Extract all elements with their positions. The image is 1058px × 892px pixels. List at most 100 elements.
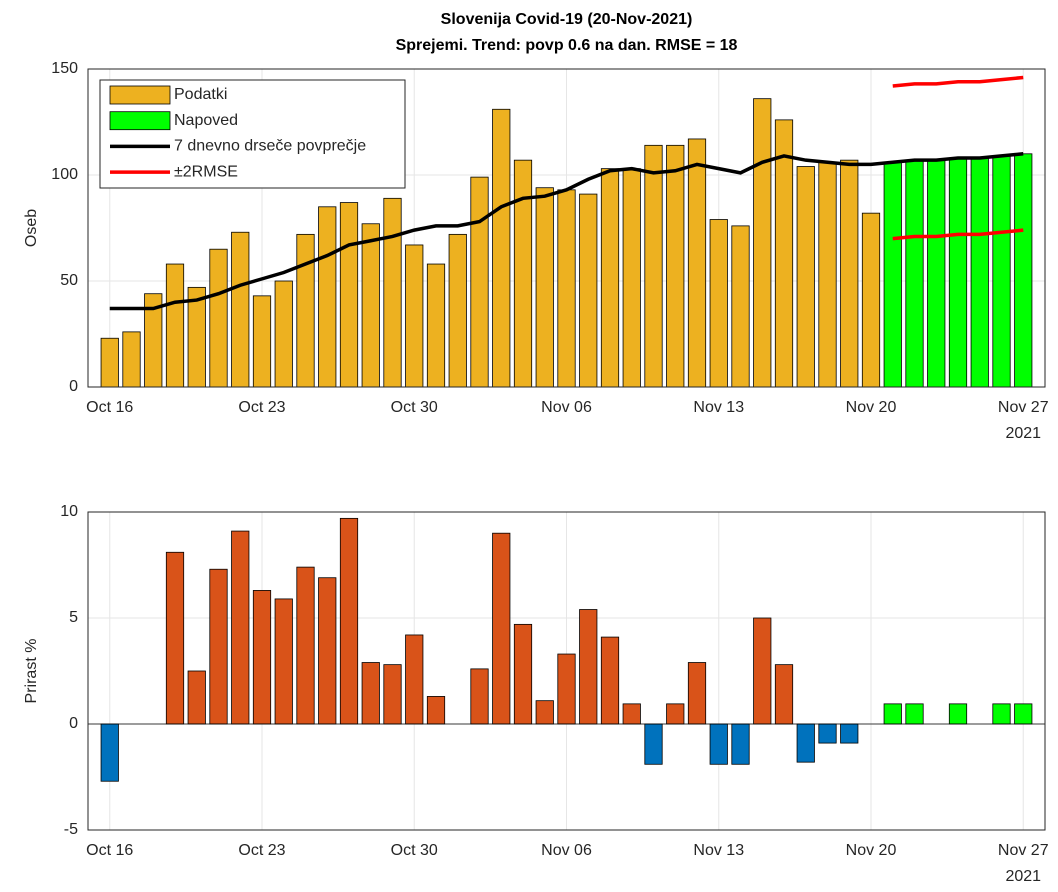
bar <box>992 155 1011 388</box>
bar <box>405 634 424 725</box>
bar <box>165 551 185 725</box>
legend-swatch <box>109 111 171 131</box>
x-year-label: 2021 <box>1005 425 1041 442</box>
bar <box>753 98 772 388</box>
x-tick-label: Nov 20 <box>846 399 897 416</box>
bar <box>383 197 402 388</box>
bar <box>992 703 1011 725</box>
bar <box>339 517 359 725</box>
legend-label: 7 dnevno drseče povprečje <box>174 138 366 155</box>
bar <box>687 138 707 388</box>
chart-title: Slovenija Covid-19 (20-Nov-2021) <box>441 11 693 28</box>
bar <box>252 590 272 725</box>
bar <box>883 161 902 388</box>
bar <box>296 566 315 725</box>
bar <box>405 244 424 388</box>
bar <box>383 664 402 725</box>
bar <box>600 636 620 725</box>
x-tick-label: Nov 06 <box>541 842 592 859</box>
y-axis-label: Prirast % <box>23 639 40 704</box>
bar <box>644 723 663 765</box>
bar <box>622 703 641 725</box>
bar <box>557 189 576 388</box>
x-tick-label: Nov 27 <box>998 399 1049 416</box>
x-tick-label: Nov 06 <box>541 399 592 416</box>
bar <box>296 233 315 388</box>
x-tick-label: Oct 23 <box>238 399 285 416</box>
y-tick-label: 50 <box>60 272 78 289</box>
bar <box>731 225 750 388</box>
y-tick-label: 0 <box>69 715 78 732</box>
bar <box>470 176 489 388</box>
bar <box>274 598 293 725</box>
bar <box>818 723 837 744</box>
bar <box>666 144 685 388</box>
legend-swatch <box>109 85 171 105</box>
bar <box>165 263 185 388</box>
bar <box>970 157 989 388</box>
bar <box>709 723 728 765</box>
bar <box>361 223 380 388</box>
bar <box>426 263 446 388</box>
y-tick-label: 5 <box>69 609 78 626</box>
y-tick-label: -5 <box>64 821 78 838</box>
y-tick-label: 150 <box>51 60 78 77</box>
x-tick-label: Nov 13 <box>693 399 744 416</box>
bar <box>796 166 815 388</box>
x-tick-label: Nov 20 <box>846 842 897 859</box>
x-tick-label: Oct 30 <box>391 399 438 416</box>
bar <box>840 159 859 388</box>
bar <box>535 187 554 388</box>
bar <box>644 144 663 388</box>
bar <box>1014 153 1033 388</box>
bar <box>231 231 250 388</box>
bar <box>187 670 206 725</box>
bar <box>426 696 446 725</box>
bar <box>905 703 924 725</box>
line <box>109 152 1024 311</box>
bar <box>209 568 228 725</box>
bar <box>339 202 359 388</box>
bar <box>927 159 946 388</box>
y-tick-label: 10 <box>60 503 78 520</box>
bar <box>252 295 272 388</box>
bar <box>948 157 968 388</box>
bar <box>687 662 707 725</box>
bar <box>666 703 685 725</box>
legend-label: ±2RMSE <box>174 163 238 180</box>
axes-box <box>87 68 1046 388</box>
bar <box>753 617 772 725</box>
x-tick-label: Nov 13 <box>693 842 744 859</box>
bar <box>535 700 554 725</box>
bar <box>274 280 293 388</box>
bar <box>513 159 533 388</box>
bar <box>361 662 380 725</box>
bar <box>100 723 119 782</box>
legend-label: Podatki <box>174 86 227 103</box>
y-axis-label: Oseb <box>23 209 40 247</box>
axes-box <box>87 511 1046 831</box>
bar <box>818 161 837 388</box>
bar <box>100 337 119 388</box>
x-tick-label: Oct 16 <box>86 399 133 416</box>
chart-subtitle: Sprejemi. Trend: povp 0.6 na dan. RMSE =… <box>396 37 738 54</box>
y-tick-label: 0 <box>69 378 78 395</box>
bar <box>709 219 728 388</box>
bar <box>1014 703 1033 725</box>
bar <box>470 668 489 725</box>
bar <box>731 723 750 765</box>
line <box>892 75 1024 88</box>
bar <box>861 212 881 388</box>
line <box>892 228 1024 241</box>
bar <box>318 577 337 725</box>
bar <box>122 331 141 388</box>
bar <box>513 623 533 725</box>
bar <box>492 532 511 725</box>
bar <box>209 248 228 388</box>
bar <box>840 723 859 744</box>
legend-label: Napoved <box>174 112 238 129</box>
x-tick-label: Oct 30 <box>391 842 438 859</box>
bar <box>796 723 815 763</box>
bar <box>622 168 641 388</box>
bar <box>600 168 620 388</box>
